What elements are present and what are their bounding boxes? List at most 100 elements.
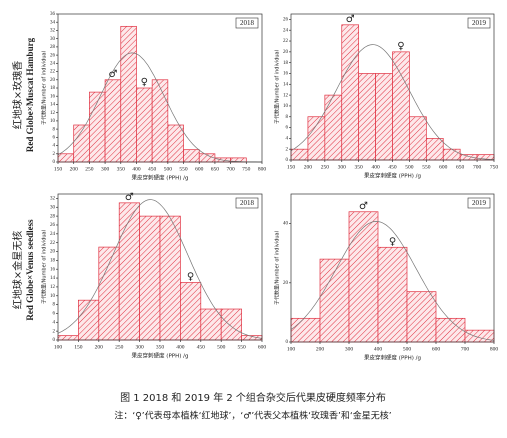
x-tick-label: 750 [490,164,499,170]
y-tick-label: 14 [50,276,56,281]
row-label-zh: 红地球×玫瑰香 [11,61,24,129]
parent-symbol: ♀ [141,77,148,88]
bar [104,79,122,163]
parent-symbol: ♀ [397,41,404,52]
fit-curve [290,44,495,160]
x-tick-label: 700 [226,166,235,172]
y-tick-label: 18 [50,86,56,91]
bar [324,94,343,161]
bar [167,124,184,163]
bar [290,148,309,161]
y-tick-label: 28 [50,45,56,50]
bar [348,211,379,343]
x-tick-label: 500 [217,344,226,350]
bar [98,246,120,341]
x-tick-label: 500 [405,164,414,170]
x-tick-label: 400 [374,346,383,352]
y-tick-label: 16 [50,94,56,99]
y-tick-label: 0 [286,158,289,163]
y-tick-label: 26 [283,18,289,23]
x-tick-label: 450 [388,164,397,170]
bar [120,25,137,163]
bar [220,308,242,341]
x-tick-label: 300 [101,166,110,172]
x-tick-label: 800 [258,166,267,172]
row-label-zh: 红地球×金星无核 [11,231,24,309]
x-tick-label: 200 [304,164,313,170]
x-axis-label: 果皮穿刺硬度 (PPH) /g [364,354,421,362]
x-tick-label: 200 [95,344,104,350]
year-label: 2019 [472,19,487,27]
x-tick-label: 400 [176,344,185,350]
bar [375,73,393,161]
x-tick-label: 300 [135,344,144,350]
x-axis-label: 果皮穿刺硬度 (PPH) /g [132,174,189,182]
y-tick-label: 2 [286,147,289,152]
bar [358,73,376,161]
y-tick-label: 18 [283,61,289,66]
y-axis-label: 子代数量/Number of individual [274,50,281,124]
y-tick-label: 16 [50,267,56,272]
year-box [235,17,259,29]
y-tick-label: 4 [53,320,56,325]
bar [139,215,161,341]
y-tick-label: 20 [283,281,289,286]
plot-frame [290,193,495,343]
y-tick-label: 26 [50,223,56,228]
y-tick-label: 32 [50,29,56,34]
y-tick-label: 12 [50,111,56,116]
y-tick-label: 40 [283,222,289,227]
y-axis-label: 子代数量/Number of individual [274,231,281,305]
y-tick-label: 12 [283,93,289,98]
x-tick-label: 100 [287,346,296,352]
parent-symbol: ♂ [125,192,134,203]
x-tick-label: 350 [117,166,126,172]
x-tick-label: 700 [461,346,470,352]
y-tick-label: 8 [53,303,56,308]
bar [200,308,222,341]
bar [307,116,326,161]
bar [425,138,444,161]
x-tick-label: 350 [355,164,364,170]
year-box [467,197,491,209]
parent-symbol: ♂ [346,14,355,25]
caption: 图 1 2018 和 2019 年 2 个组合杂交后代果皮硬度频率分布 [120,391,386,404]
x-tick-label: 250 [321,164,330,170]
row-label-en: Red Globe×Venus seedless [25,219,35,321]
x-tick-label: 150 [54,166,63,172]
bar [459,154,478,161]
note: 注：‘♀’代表母本植株‘红地球’，‘♂’代表父本植株‘玫瑰香’和‘金星无核’ [114,410,391,422]
fit-curve [57,52,262,163]
parent-symbol: ♂ [359,201,368,212]
y-axis-label: 子代数量/Number of individual [41,230,48,304]
year-label: 2018 [240,19,255,27]
y-tick-label: 22 [283,39,289,44]
y-tick-label: 0 [53,338,56,343]
bar [406,291,437,343]
x-tick-label: 150 [287,164,296,170]
year-label: 2019 [472,199,487,207]
y-axis-label: 子代数量/Number of individual [41,51,48,125]
y-tick-label: 2 [53,329,56,334]
year-label: 2018 [240,199,255,207]
x-tick-label: 500 [164,166,173,172]
y-tick-label: 6 [53,312,56,317]
x-tick-label: 200 [316,346,325,352]
y-tick-label: 30 [50,37,56,42]
y-tick-label: 34 [50,20,56,25]
x-tick-label: 350 [156,344,165,350]
y-tick-label: 10 [50,294,56,299]
parent-symbol: ♀ [187,271,194,282]
y-tick-label: 14 [50,103,56,108]
bar [180,282,202,341]
x-tick-label: 600 [195,166,204,172]
y-tick-label: 24 [50,232,56,237]
x-tick-label: 600 [432,346,441,352]
y-tick-label: 28 [50,214,56,219]
y-tick-label: 22 [50,70,56,75]
x-tick-label: 100 [54,344,63,350]
y-tick-label: 36 [50,12,56,17]
y-tick-label: 18 [50,259,56,264]
year-box [235,197,259,209]
bar [73,124,90,163]
